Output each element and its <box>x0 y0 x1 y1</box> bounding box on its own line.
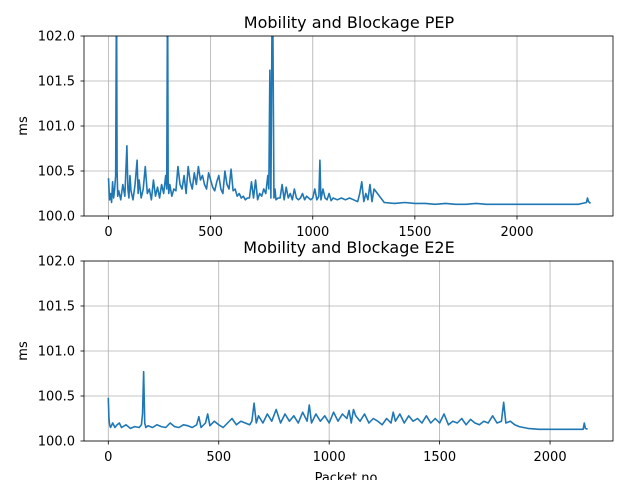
x-tick-label: 2000 <box>500 225 533 240</box>
x-tick-label: 2000 <box>534 450 567 465</box>
x-tick-label: 500 <box>206 450 231 465</box>
x-tick-label: 1000 <box>296 225 329 240</box>
y-tick-label: 101.5 <box>38 75 75 90</box>
chart-pep: 0 500 1000 1500 2000 100.0 100.5 101.0 101.5 102.… <box>16 13 614 241</box>
chart-title-e2e: Mobility and Blockage E2E <box>243 238 454 257</box>
y-tick-label: 102.0 <box>38 30 75 45</box>
chart-e2e: 0 500 1000 1500 2000 100.0 100.5 101.0 101.5 102.… <box>16 238 614 480</box>
y-axis-label-pep: ms <box>16 116 31 136</box>
y-tick-label: 101.5 <box>38 300 75 315</box>
y-axis-label-e2e: ms <box>16 341 31 361</box>
series-line <box>107 370 588 431</box>
y-tick-label: 100.5 <box>38 165 75 180</box>
series-pep <box>107 36 592 206</box>
ticks-e2e: 0 500 1000 1500 2000 100.0 100.5 101.0 101.5 102.… <box>38 255 567 466</box>
x-tick-label: 0 <box>104 225 112 240</box>
y-tick-label: 100.5 <box>38 390 75 405</box>
y-tick-label: 102.0 <box>38 255 75 270</box>
y-tick-label: 100.0 <box>38 435 75 450</box>
x-tick-label: 1500 <box>423 450 456 465</box>
x-tick-label: 0 <box>104 450 112 465</box>
chart-title-pep: Mobility and Blockage PEP <box>244 13 455 32</box>
y-tick-label: 101.0 <box>38 345 75 360</box>
series-line <box>107 36 592 206</box>
y-tick-label: 101.0 <box>38 120 75 135</box>
x-axis-label-e2e: Packet no <box>315 471 378 480</box>
y-tick-label: 100.0 <box>38 210 75 225</box>
x-tick-label: 1500 <box>398 225 431 240</box>
series-e2e <box>107 370 588 431</box>
x-tick-label: 500 <box>198 225 223 240</box>
ticks-pep: 0 500 1000 1500 2000 100.0 100.5 101.0 101.5 102.… <box>38 30 534 241</box>
x-tick-label: 1000 <box>313 450 346 465</box>
